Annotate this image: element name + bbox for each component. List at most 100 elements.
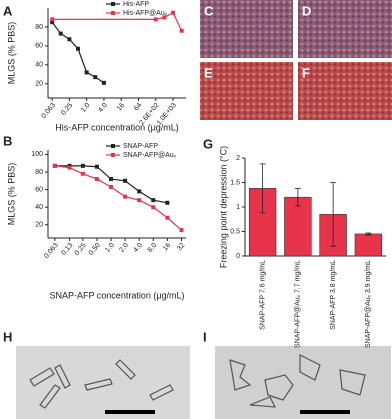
bar <box>284 196 312 257</box>
legend-label: His-AFP@Auₓ <box>123 10 168 17</box>
point <box>165 215 170 220</box>
panel-letter: H <box>3 329 12 344</box>
error-bar <box>294 187 301 207</box>
x-axis-label: His-AFP concentration (μg/mL) <box>55 122 179 132</box>
y-axis-label: MLGS (% PBS) <box>6 163 16 226</box>
micrographs <box>16 0 392 419</box>
series-line <box>54 165 168 204</box>
x-tick-label: 1.0 <box>80 102 92 114</box>
point <box>50 20 55 25</box>
x-tick-label: 4.0 <box>97 102 109 114</box>
x-tick-label: 0.25 <box>60 102 74 117</box>
x-tick-label: 0.063 <box>43 242 60 260</box>
point <box>67 165 72 170</box>
panel-letter: E <box>204 65 213 80</box>
point <box>109 177 114 182</box>
x-tick-label: 0.13 <box>60 242 74 257</box>
bar <box>354 233 383 257</box>
y-tick-label: 20 <box>35 222 43 229</box>
x-tick-label: 4.0 <box>133 242 145 254</box>
point <box>94 164 99 169</box>
legend-marker <box>111 2 115 6</box>
point <box>52 163 57 168</box>
point <box>50 17 55 22</box>
x-tick-label: 16 <box>116 102 126 113</box>
point <box>179 228 184 233</box>
x-tick-label: 0.063 <box>41 102 58 120</box>
point <box>84 70 89 75</box>
image-f <box>298 62 392 120</box>
x-tick-label: 2.0 <box>118 242 130 254</box>
point <box>165 200 170 205</box>
point <box>80 163 85 168</box>
y-tick-label: 80 <box>35 169 43 176</box>
y-tick-label: 60 <box>35 43 43 50</box>
y-tick-label: 0.5 <box>230 228 240 235</box>
x-tick-label: 0.50 <box>88 242 102 257</box>
image-i <box>215 346 391 419</box>
panel-letter: B <box>3 133 12 148</box>
point <box>94 177 99 182</box>
x-tick-label: 8.0 <box>147 242 159 254</box>
point <box>162 15 167 20</box>
legend-marker <box>111 11 115 15</box>
y-tick-label: 40 <box>35 204 43 211</box>
point <box>123 178 128 183</box>
x-tick-label: SNAP-AFP@Auₓ 3.9 mg/mL <box>365 260 372 348</box>
y-tick-label: 0 <box>236 253 240 260</box>
point <box>101 80 106 85</box>
point <box>137 189 142 194</box>
point <box>58 31 63 36</box>
image-d <box>298 0 392 58</box>
image-h <box>16 346 190 419</box>
point <box>151 198 156 203</box>
y-tick-label: 1.5 <box>230 179 240 186</box>
point <box>93 75 98 80</box>
x-tick-label: SNAP-AFP 7.6 mg/mL <box>259 260 266 330</box>
y-tick-label: 80 <box>35 24 43 31</box>
y-tick-label: 100 <box>31 151 43 158</box>
legend-marker <box>111 153 115 157</box>
x-tick-label: 64 <box>133 102 143 113</box>
y-tick-label: 20 <box>35 81 43 88</box>
x-tick-label: 32 <box>176 242 186 253</box>
legend-marker <box>111 144 115 148</box>
error-bar <box>330 182 337 247</box>
panel-letter: C <box>204 3 214 18</box>
x-tick-label: 0.25 <box>74 242 88 257</box>
error-bar <box>365 232 372 236</box>
panel-letter: D <box>302 3 311 18</box>
panel-letter: G <box>203 136 213 151</box>
y-tick-label: 40 <box>35 62 43 69</box>
y-axis-label: Freezing point depression (°C) <box>218 146 228 268</box>
x-axis-label: SNAP-AFP concentration (μg/mL) <box>49 290 184 300</box>
y-tick-label: 1 <box>236 204 240 211</box>
x-tick-label: 1.0 <box>104 242 116 254</box>
panel-letter: I <box>203 329 207 344</box>
x-tick-label: 16 <box>162 242 172 253</box>
point <box>109 184 114 189</box>
y-tick-label: 60 <box>35 186 43 193</box>
point <box>123 194 128 199</box>
y-axis-label: MLGS (% PBS) <box>6 22 16 85</box>
y-tick-label: 2 <box>236 155 240 162</box>
legend-label: SNAP-AFP@Auₓ <box>123 152 177 159</box>
legend-label: His-AFP <box>123 1 149 8</box>
panel-letter: A <box>3 3 13 18</box>
legend-label: SNAP-AFP <box>123 143 158 150</box>
point <box>151 205 156 210</box>
x-tick-label: SNAP-AFP@Auₓ 7.7 mg/mL <box>295 260 302 348</box>
crystals <box>29 354 366 409</box>
point <box>171 10 176 15</box>
point <box>153 17 158 22</box>
image-e <box>200 62 293 120</box>
error-bar <box>259 163 266 214</box>
point <box>80 171 85 176</box>
point <box>137 198 142 203</box>
point <box>179 28 184 33</box>
image-c <box>200 0 293 58</box>
series-line <box>51 21 105 84</box>
scale-bar <box>105 410 155 414</box>
x-tick-label: SNAP-AFP 3.8 mg/mL <box>330 260 337 330</box>
